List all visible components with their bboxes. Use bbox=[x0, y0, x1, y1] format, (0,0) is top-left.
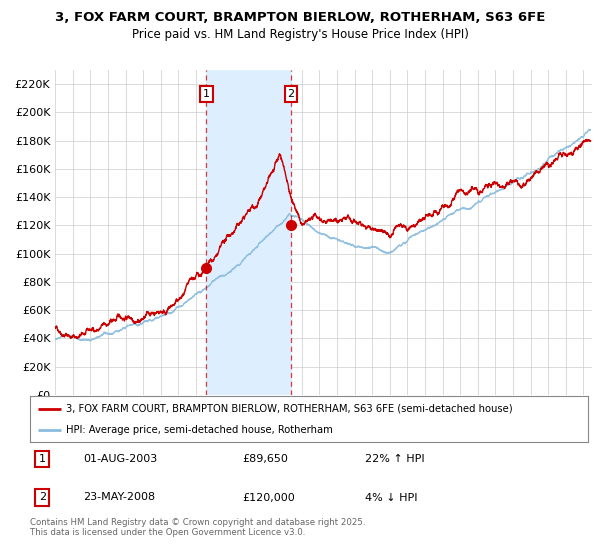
Text: 1: 1 bbox=[203, 89, 210, 99]
Text: HPI: Average price, semi-detached house, Rotherham: HPI: Average price, semi-detached house,… bbox=[66, 425, 333, 435]
Text: 23-MAY-2008: 23-MAY-2008 bbox=[83, 492, 155, 502]
Bar bbox=[206, 70, 291, 395]
Text: 22% ↑ HPI: 22% ↑ HPI bbox=[365, 454, 424, 464]
Text: 3, FOX FARM COURT, BRAMPTON BIERLOW, ROTHERHAM, S63 6FE (semi-detached house): 3, FOX FARM COURT, BRAMPTON BIERLOW, ROT… bbox=[66, 404, 513, 414]
Text: Price paid vs. HM Land Registry's House Price Index (HPI): Price paid vs. HM Land Registry's House … bbox=[131, 28, 469, 41]
Text: £120,000: £120,000 bbox=[242, 492, 295, 502]
Text: Contains HM Land Registry data © Crown copyright and database right 2025.
This d: Contains HM Land Registry data © Crown c… bbox=[30, 518, 365, 538]
Text: 01-AUG-2003: 01-AUG-2003 bbox=[83, 454, 157, 464]
Text: 2: 2 bbox=[287, 89, 295, 99]
Text: 1: 1 bbox=[39, 454, 46, 464]
Text: 2: 2 bbox=[39, 492, 46, 502]
Text: £89,650: £89,650 bbox=[242, 454, 288, 464]
Text: 3, FOX FARM COURT, BRAMPTON BIERLOW, ROTHERHAM, S63 6FE: 3, FOX FARM COURT, BRAMPTON BIERLOW, ROT… bbox=[55, 11, 545, 24]
Text: 4% ↓ HPI: 4% ↓ HPI bbox=[365, 492, 418, 502]
